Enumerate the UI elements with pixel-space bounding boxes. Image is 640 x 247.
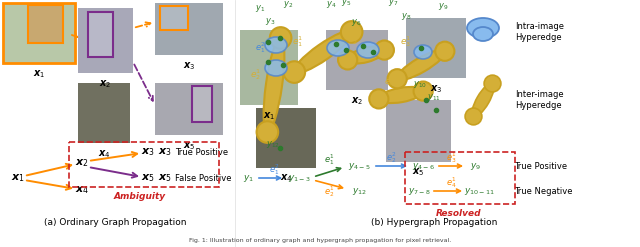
Bar: [155, 83, 223, 135]
Text: $e_2^1$: $e_2^1$: [250, 67, 262, 82]
Text: $\boldsymbol{x}_4$: $\boldsymbol{x}_4$: [98, 148, 110, 160]
Ellipse shape: [484, 75, 501, 92]
Text: $y_9$: $y_9$: [470, 161, 481, 171]
Bar: [240, 30, 298, 105]
Text: True Positive: True Positive: [514, 162, 567, 170]
Bar: [28, 5, 63, 43]
Bar: [160, 6, 188, 30]
Bar: [326, 30, 388, 90]
Ellipse shape: [369, 89, 388, 108]
Text: $e_2^2$: $e_2^2$: [348, 33, 358, 47]
Text: Fig. 1: Illustration of ordinary graph and hypergraph propagation for pixel retr: Fig. 1: Illustration of ordinary graph a…: [189, 238, 451, 243]
Text: $\boldsymbol{x}_3$: $\boldsymbol{x}_3$: [158, 146, 172, 158]
Text: $y_{4-6}$: $y_{4-6}$: [413, 161, 435, 171]
Ellipse shape: [375, 41, 394, 60]
Text: $y_8$: $y_8$: [401, 11, 412, 22]
Ellipse shape: [413, 82, 433, 101]
Text: True Positive: True Positive: [175, 147, 228, 157]
Text: $e_1^1$: $e_1^1$: [324, 153, 334, 167]
Ellipse shape: [435, 42, 454, 61]
Text: $\boldsymbol{x}_5$: $\boldsymbol{x}_5$: [158, 172, 172, 184]
Text: Resolved: Resolved: [436, 209, 482, 218]
Text: $y_7$: $y_7$: [388, 0, 398, 8]
Text: $y_{7-8}$: $y_{7-8}$: [408, 185, 430, 197]
Ellipse shape: [472, 83, 494, 117]
Text: $y_5$: $y_5$: [341, 0, 351, 8]
Ellipse shape: [270, 27, 291, 49]
Bar: [406, 18, 466, 78]
Ellipse shape: [338, 50, 357, 69]
Ellipse shape: [388, 69, 407, 88]
Text: False Positive: False Positive: [175, 173, 232, 183]
Bar: [78, 8, 133, 73]
Ellipse shape: [467, 18, 499, 38]
Ellipse shape: [465, 108, 482, 125]
Bar: [386, 100, 451, 162]
Text: $y_6$: $y_6$: [351, 17, 361, 28]
Text: $e_2^2$: $e_2^2$: [386, 151, 396, 165]
Text: $y_{10-11}$: $y_{10-11}$: [463, 185, 495, 197]
Text: $y_4$: $y_4$: [326, 0, 336, 10]
Bar: [78, 83, 130, 143]
Text: $e_4^1$: $e_4^1$: [445, 176, 456, 190]
Text: $e_3^1$: $e_3^1$: [400, 35, 412, 49]
Ellipse shape: [257, 121, 278, 143]
Text: Inter-image
Hyperedge: Inter-image Hyperedge: [515, 90, 564, 110]
Text: $\boldsymbol{x}_4$: $\boldsymbol{x}_4$: [280, 172, 292, 184]
Text: $\boldsymbol{x}_3$: $\boldsymbol{x}_3$: [182, 60, 195, 72]
Text: $\boldsymbol{x}_1$: $\boldsymbol{x}_1$: [263, 110, 275, 122]
Text: $y_{10}$: $y_{10}$: [413, 79, 427, 90]
Text: $\boldsymbol{x}_2$: $\boldsymbol{x}_2$: [99, 78, 111, 90]
Bar: [192, 86, 212, 122]
Text: $\boldsymbol{x}_{1}$: $\boldsymbol{x}_{1}$: [11, 172, 25, 184]
Text: $\boldsymbol{x}_{5}$: $\boldsymbol{x}_{5}$: [141, 172, 155, 184]
Text: $y_{4-5}$: $y_{4-5}$: [348, 161, 371, 171]
Text: $e_1^2$: $e_1^2$: [269, 163, 279, 177]
Ellipse shape: [473, 27, 493, 41]
Text: True Negative: True Negative: [514, 186, 573, 195]
Text: (b) Hypergraph Propagation: (b) Hypergraph Propagation: [371, 218, 497, 227]
Bar: [256, 108, 316, 168]
Ellipse shape: [341, 21, 362, 43]
Ellipse shape: [327, 40, 349, 56]
Text: (a) Ordinary Graph Propagation: (a) Ordinary Graph Propagation: [44, 218, 186, 227]
Text: $y_{11}$: $y_{11}$: [427, 92, 441, 103]
Bar: [3, 3, 75, 63]
Ellipse shape: [265, 60, 287, 76]
Text: $\boldsymbol{x}_1$: $\boldsymbol{x}_1$: [33, 68, 45, 80]
Ellipse shape: [414, 45, 432, 59]
Text: $\boldsymbol{x}_{3}$: $\boldsymbol{x}_{3}$: [141, 146, 155, 158]
Text: $y_9$: $y_9$: [438, 1, 448, 12]
Text: $y_2$: $y_2$: [283, 0, 293, 10]
Text: $e_1^1$: $e_1^1$: [292, 35, 304, 49]
Text: Intra-image
Hyperedge: Intra-image Hyperedge: [515, 21, 564, 42]
Text: $y_{12}$: $y_{12}$: [266, 139, 280, 150]
Text: Ambiguity: Ambiguity: [114, 192, 166, 201]
Text: $e_1^2$: $e_1^2$: [255, 41, 266, 55]
Text: $\boldsymbol{x}_5$: $\boldsymbol{x}_5$: [183, 140, 195, 152]
Text: $e_2^1$: $e_2^1$: [324, 185, 334, 199]
Text: $e_4^1$: $e_4^1$: [384, 75, 396, 89]
Bar: [88, 12, 113, 57]
Ellipse shape: [284, 61, 305, 83]
Ellipse shape: [294, 31, 352, 73]
Ellipse shape: [379, 87, 423, 103]
Text: $y_{1-3}$: $y_{1-3}$: [287, 172, 310, 184]
Text: $y_1$: $y_1$: [243, 172, 255, 184]
Text: $y_1$: $y_1$: [255, 3, 265, 14]
Text: $\boldsymbol{x}_{2}$: $\boldsymbol{x}_{2}$: [75, 157, 89, 169]
Ellipse shape: [264, 38, 284, 132]
Text: $\boldsymbol{x}_3$: $\boldsymbol{x}_3$: [429, 83, 442, 95]
Ellipse shape: [348, 46, 385, 63]
Text: $y_{12}$: $y_{12}$: [351, 185, 367, 197]
Text: $\boldsymbol{x}_5$: $\boldsymbol{x}_5$: [412, 166, 424, 178]
Ellipse shape: [397, 50, 445, 80]
Ellipse shape: [265, 37, 287, 53]
Ellipse shape: [357, 42, 379, 58]
Bar: [155, 3, 223, 55]
Text: $e_3^1$: $e_3^1$: [445, 151, 456, 165]
Text: $\boldsymbol{x}_2$: $\boldsymbol{x}_2$: [351, 95, 363, 107]
Text: $y_3$: $y_3$: [265, 16, 275, 27]
Text: $\boldsymbol{x}_{4}$: $\boldsymbol{x}_{4}$: [75, 184, 89, 196]
